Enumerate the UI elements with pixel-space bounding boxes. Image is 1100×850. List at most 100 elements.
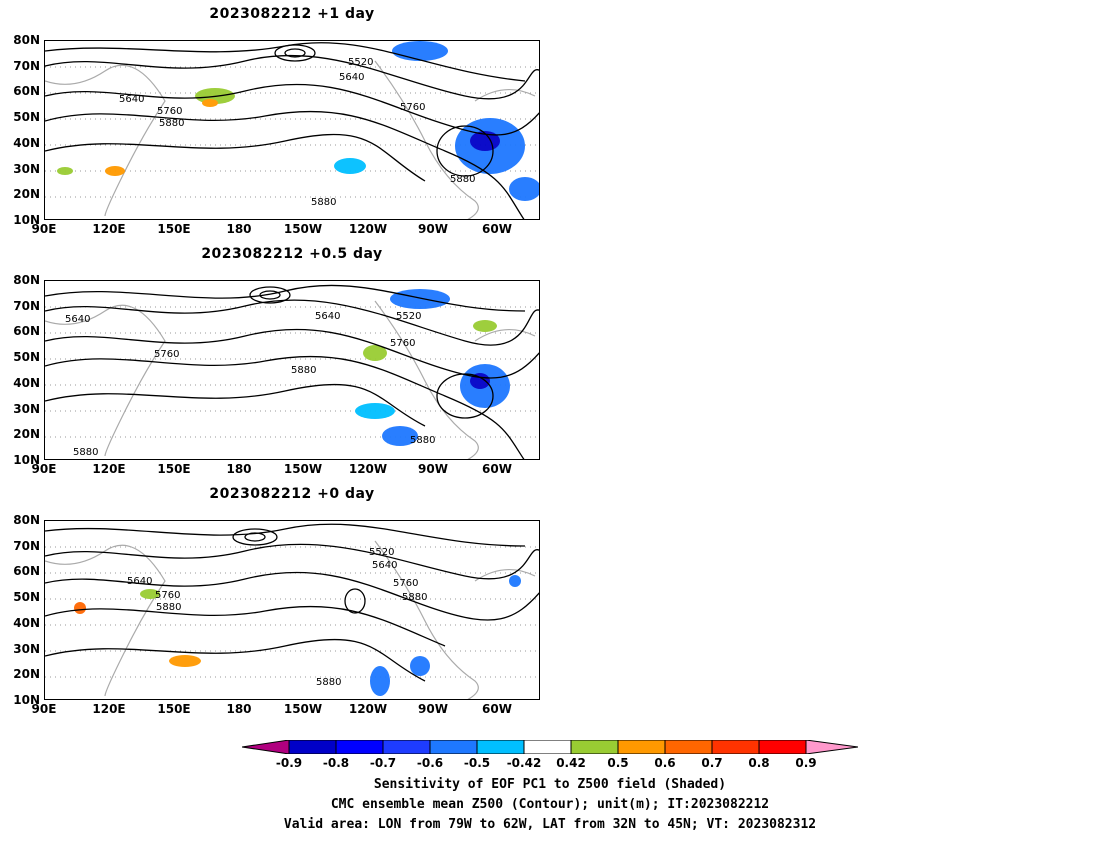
lon-tick-label: 120W (348, 222, 388, 236)
caption-line-2: CMC ensemble mean Z500 (Contour); unit(m… (330, 797, 770, 812)
panel-1-title: 2023082212 +1 day (209, 6, 375, 22)
colorbar-tick-label: -0.8 (322, 756, 350, 770)
lat-tick-label: 50N (13, 350, 40, 365)
lat-tick-label: 40N (13, 615, 40, 630)
caption-line-3: Valid area: LON from 79W to 62W, LAT fro… (283, 817, 817, 832)
colorbar-segment (617, 740, 666, 754)
lat-tick-label: 60N (13, 324, 40, 339)
shading (355, 289, 510, 446)
coastlines (45, 540, 536, 699)
contour-labels: 5640 5640 5520 5760 5760 5880 5880 5880 (65, 311, 435, 458)
colorbar-tick-label: 0.8 (748, 756, 770, 770)
lon-tick-label: 180 (226, 462, 252, 476)
lat-tick-label: 80N (13, 33, 40, 47)
lon-tick-label: 150W (283, 462, 323, 476)
contour-label: 5640 (339, 72, 364, 83)
lat-tick-label: 70N (13, 298, 40, 313)
lat-tick-label: 80N (13, 513, 40, 527)
contour-label: 5760 (154, 349, 179, 360)
lon-tick-label: 150W (283, 702, 323, 716)
panel-3-map: 5520 5640 5640 5760 5760 5880 5880 5880 (44, 520, 540, 700)
contours (45, 42, 539, 219)
panel-2-map: 5640 5640 5520 5760 5760 5880 5880 5880 (44, 280, 540, 460)
contour-label: 5880 (159, 118, 184, 129)
lat-tick-label: 30N (13, 401, 40, 416)
contour-label: 5640 (119, 94, 144, 105)
contour-label: 5520 (396, 311, 421, 322)
contour-label: 5760 (393, 578, 418, 589)
lon-tick-label: 120W (348, 702, 388, 716)
lat-tick-label: 60N (13, 84, 40, 99)
contour-label: 5640 (372, 560, 397, 571)
colorbar-tick-label: -0.9 (275, 756, 303, 770)
contour-label: 5880 (311, 197, 336, 208)
colorbar-segment (570, 740, 619, 754)
lon-tick-label: 150E (157, 462, 191, 476)
colorbar-segment (523, 740, 572, 754)
lat-tick-label: 40N (13, 375, 40, 390)
contours (45, 284, 539, 459)
shading (74, 575, 521, 696)
lon-tick-label: 90W (418, 222, 448, 236)
contour-label: 5640 (127, 576, 152, 587)
colorbar-segment (382, 740, 431, 754)
lon-tick-label: 150E (157, 702, 191, 716)
colorbar-tick-label: -0.6 (416, 756, 444, 770)
lon-tick-label: 60W (482, 462, 512, 476)
contour-label: 5880 (450, 174, 475, 185)
lat-tick-label: 60N (13, 564, 40, 579)
lon-tick-label: 120E (92, 462, 126, 476)
lat-tick-label: 50N (13, 590, 40, 605)
colorbar-segment (335, 740, 384, 754)
lon-tick-label: 60W (482, 222, 512, 236)
lon-tick-label: 90W (418, 702, 448, 716)
panel-1-map: 5520 5640 5640 5760 5760 5880 5880 5880 (44, 40, 540, 220)
lon-tick-label: 120E (92, 222, 126, 236)
shading (57, 41, 539, 201)
contour-label: 5640 (65, 314, 90, 325)
lat-tick-label: 20N (13, 427, 40, 442)
lon-tick-label: 180 (226, 222, 252, 236)
colorbar-tick-label: 0.42 (556, 756, 586, 770)
lon-tick-label: 90W (418, 462, 448, 476)
lon-tick-label: 60W (482, 702, 512, 716)
lon-tick-label: 120E (92, 702, 126, 716)
contour-label: 5880 (156, 602, 181, 613)
lat-tick-label: 30N (13, 161, 40, 176)
colorbar-segment (758, 740, 807, 754)
contour-label: 5880 (410, 435, 435, 446)
contour-label: 5760 (400, 102, 425, 113)
contour-labels: 5520 5640 5640 5760 5760 5880 5880 5880 (127, 547, 427, 688)
colorbar-segment (711, 740, 760, 754)
colorbar-tick-label: 0.5 (607, 756, 629, 770)
colorbar-min-arrow (242, 740, 290, 754)
contour-label: 5640 (315, 311, 340, 322)
lat-tick-label: 20N (13, 667, 40, 682)
colorbar-tick-label: 0.6 (654, 756, 676, 770)
panel-2-map-svg: 5640 5640 5520 5760 5760 5880 5880 5880 (45, 284, 539, 459)
lon-tick-label: 180 (226, 702, 252, 716)
contour-label: 5880 (316, 677, 341, 688)
colorbar-tick-label: -0.42 (506, 756, 542, 770)
contour-label: 5760 (157, 106, 182, 117)
contour-label: 5520 (369, 547, 394, 558)
lon-tick-label: 90E (31, 222, 57, 236)
lon-tick-label: 90E (31, 702, 57, 716)
colorbar-segment (288, 740, 337, 754)
lon-tick-label: 120W (348, 462, 388, 476)
lon-tick-label: 150E (157, 222, 191, 236)
colorbar-tick-label: -0.7 (369, 756, 397, 770)
contour-label: 5880 (73, 447, 98, 458)
contour-label: 5880 (291, 365, 316, 376)
lon-tick-label: 90E (31, 462, 57, 476)
colorbar (242, 740, 858, 754)
contour-labels: 5520 5640 5640 5760 5760 5880 5880 5880 (119, 57, 475, 208)
coastlines (45, 60, 536, 219)
lat-tick-label: 20N (13, 187, 40, 202)
colorbar-segment (664, 740, 713, 754)
colorbar-max-arrow (805, 740, 858, 754)
lat-tick-label: 10N (13, 213, 40, 227)
colorbar-segment (476, 740, 525, 754)
lat-tick-label: 40N (13, 135, 40, 150)
lat-tick-label: 10N (13, 693, 40, 707)
